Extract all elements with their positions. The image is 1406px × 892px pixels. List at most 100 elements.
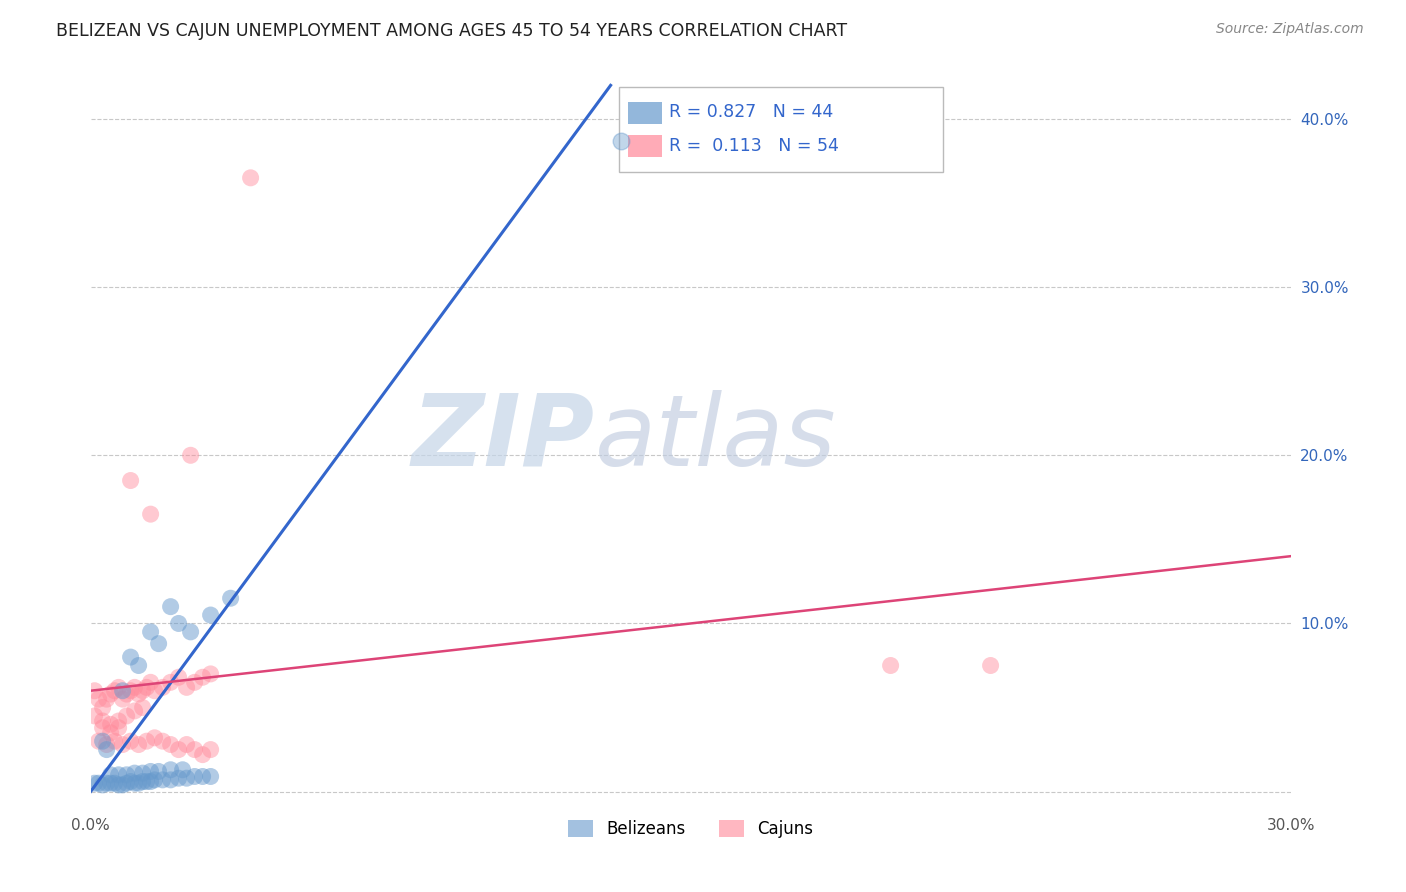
Point: [159, 772, 181, 787]
Point: [124, 776, 146, 790]
Text: Source: ZipAtlas.com: Source: ZipAtlas.com: [1216, 22, 1364, 37]
Point: [96, 738, 118, 752]
Point: [139, 675, 162, 690]
Point: [183, 742, 205, 756]
Point: [167, 771, 190, 785]
Point: [91, 778, 114, 792]
Point: [107, 778, 129, 792]
Point: [100, 687, 122, 701]
Point: [167, 616, 190, 631]
Point: [124, 704, 146, 718]
Point: [191, 747, 214, 762]
Point: [159, 763, 181, 777]
Point: [107, 768, 129, 782]
FancyBboxPatch shape: [619, 87, 942, 172]
Point: [128, 776, 150, 790]
Point: [91, 734, 114, 748]
Point: [131, 774, 153, 789]
Point: [143, 683, 166, 698]
Point: [96, 692, 118, 706]
Point: [191, 770, 214, 784]
Point: [152, 681, 174, 695]
Point: [87, 776, 110, 790]
Point: [87, 734, 110, 748]
Point: [183, 770, 205, 784]
Point: [111, 683, 134, 698]
Point: [115, 687, 138, 701]
Point: [91, 714, 114, 728]
Point: [183, 675, 205, 690]
Point: [124, 766, 146, 780]
Point: [128, 687, 150, 701]
Point: [879, 658, 901, 673]
Point: [139, 507, 162, 521]
Point: [152, 734, 174, 748]
Point: [176, 681, 198, 695]
Legend: Belizeans, Cajuns: Belizeans, Cajuns: [561, 813, 820, 845]
Point: [159, 599, 181, 614]
Point: [148, 637, 170, 651]
Point: [200, 667, 222, 681]
Text: atlas: atlas: [595, 390, 837, 487]
Point: [172, 763, 194, 777]
Point: [131, 766, 153, 780]
Point: [180, 448, 202, 462]
Point: [104, 734, 127, 748]
Text: BELIZEAN VS CAJUN UNEMPLOYMENT AMONG AGES 45 TO 54 YEARS CORRELATION CHART: BELIZEAN VS CAJUN UNEMPLOYMENT AMONG AGE…: [56, 22, 848, 40]
Point: [96, 776, 118, 790]
Point: [980, 658, 1002, 673]
Point: [115, 768, 138, 782]
Point: [176, 738, 198, 752]
Point: [100, 717, 122, 731]
Point: [219, 591, 242, 606]
Text: R =  0.113   N = 54: R = 0.113 N = 54: [669, 137, 839, 155]
Text: ZIP: ZIP: [412, 390, 595, 487]
Point: [111, 738, 134, 752]
Point: [131, 683, 153, 698]
Point: [111, 778, 134, 792]
Point: [143, 731, 166, 745]
Point: [124, 681, 146, 695]
Bar: [628, 102, 662, 124]
Point: [107, 721, 129, 735]
Point: [83, 776, 105, 790]
Point: [143, 772, 166, 787]
Point: [152, 772, 174, 787]
Point: [159, 738, 181, 752]
Point: [120, 650, 142, 665]
Point: [128, 658, 150, 673]
Point: [135, 734, 157, 748]
Point: [159, 675, 181, 690]
Point: [128, 738, 150, 752]
Point: [100, 725, 122, 739]
Point: [83, 709, 105, 723]
Point: [180, 624, 202, 639]
Point: [104, 776, 127, 790]
Point: [191, 670, 214, 684]
Point: [111, 692, 134, 706]
Point: [83, 683, 105, 698]
Point: [120, 683, 142, 698]
Point: [148, 764, 170, 779]
Point: [107, 681, 129, 695]
Point: [239, 170, 262, 185]
Point: [135, 774, 157, 789]
Point: [107, 714, 129, 728]
Point: [91, 700, 114, 714]
Point: [200, 770, 222, 784]
Point: [104, 683, 127, 698]
Point: [139, 764, 162, 779]
Point: [131, 700, 153, 714]
Point: [167, 742, 190, 756]
Point: [139, 624, 162, 639]
Point: [100, 776, 122, 790]
Point: [115, 709, 138, 723]
Point: [115, 776, 138, 790]
Text: R = 0.827   N = 44: R = 0.827 N = 44: [669, 103, 834, 121]
Point: [100, 768, 122, 782]
Point: [91, 721, 114, 735]
Point: [96, 742, 118, 756]
Point: [135, 681, 157, 695]
Point: [120, 774, 142, 789]
Point: [167, 670, 190, 684]
